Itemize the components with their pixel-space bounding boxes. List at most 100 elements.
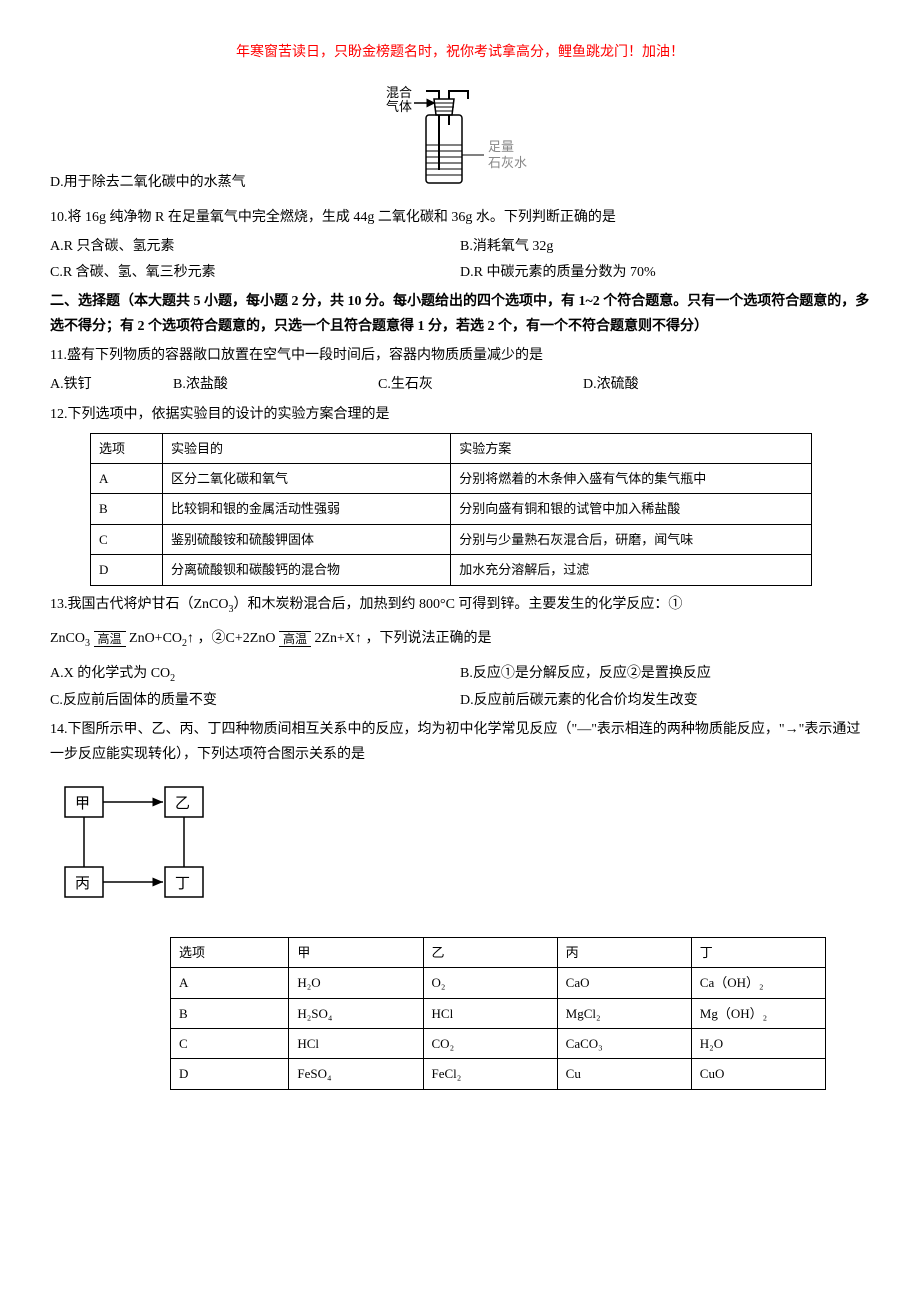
cell: CaCO₃: [557, 1028, 691, 1058]
q12-table: 选项 实验目的 实验方案 A 区分二氧化碳和氧气 分别将燃着的木条伸入盛有气体的…: [90, 433, 812, 586]
q14-table: 选项 甲 乙 丙 丁 A H₂O O₂ CaO Ca（OH）₂ B H₂SO₄ …: [170, 937, 826, 1090]
cell: 分别与少量熟石灰混合后，研磨，闻气味: [451, 524, 811, 554]
gas-washing-bottle-diagram: 混合 气体 足量 石灰水: [376, 85, 546, 195]
label-gas-top: 混合: [386, 85, 412, 100]
q13-mid: ）和木炭粉混合后，加热到约 800°C 可得到锌。主要发生的化学反应：①: [234, 597, 683, 612]
q13-opt-b: B.反应①是分解反应，反应②是置换反应: [460, 661, 870, 688]
cell: 区分二氧化碳和氧气: [163, 464, 451, 494]
q10-options-row1: A.R 只含碳、氢元素 B.消耗氧气 32g: [50, 234, 870, 259]
q11-options: A.铁钉 B.浓盐酸 C.生石灰 D.浓硫酸: [50, 372, 870, 397]
q10-options-row2: C.R 含碳、氢、氧三秒元素 D.R 中碳元素的质量分数为 70%: [50, 260, 870, 285]
cell: CaO: [557, 968, 691, 998]
cell: MgCl₂: [557, 998, 691, 1028]
label-gas-top2: 气体: [386, 99, 412, 114]
cell: 加水充分溶解后，过滤: [451, 555, 811, 585]
sub: 3: [85, 638, 90, 649]
cell: 分别向盛有铜和银的试管中加入稀盐酸: [451, 494, 811, 524]
q10-stem: 10.将 16g 纯净物 R 在足量氧气中完全燃烧，生成 44g 二氧化碳和 3…: [50, 205, 870, 230]
eq1-right: ZnO+CO: [129, 631, 182, 646]
q14-stem: 14.下图所示甲、乙、丙、丁四种物质间相互关系中的反应，均为初中化学常见反应（"…: [50, 717, 870, 767]
q10-opt-d: D.R 中碳元素的质量分数为 70%: [460, 260, 870, 285]
cell: B: [91, 494, 163, 524]
table-row: B 比较铜和银的金属活动性强弱 分别向盛有铜和银的试管中加入稀盐酸: [91, 494, 812, 524]
label-limewater-2: 石灰水: [488, 155, 527, 170]
motivational-header: 年寒窗苦读日，只盼金榜题名时，祝你考试拿高分，鲤鱼跳龙门！加油！: [50, 40, 870, 65]
cell: H₂O: [289, 968, 423, 998]
apparatus-row: D.用于除去二氧化碳中的水蒸气 混合 气体 足量 石灰水: [50, 85, 870, 195]
q11-opt-a: A.铁钉: [50, 372, 173, 397]
cell: 分别将燃着的木条伸入盛有气体的集气瓶中: [451, 464, 811, 494]
cell: A: [171, 968, 289, 998]
table-row: C 鉴别硫酸铵和硫酸钾固体 分别与少量熟石灰混合后，研磨，闻气味: [91, 524, 812, 554]
node-yi: 乙: [175, 796, 190, 812]
cell: H₂SO₄: [289, 998, 423, 1028]
table-row: B H₂SO₄ HCl MgCl₂ Mg（OH）₂: [171, 998, 826, 1028]
cell: D: [91, 555, 163, 585]
q10-opt-c: C.R 含碳、氢、氧三秒元素: [50, 260, 460, 285]
cell: FeSO₄: [289, 1059, 423, 1089]
th: 选项: [171, 937, 289, 967]
eq-sep: ，②C+2ZnO: [198, 631, 276, 646]
section-2-heading: 二、选择题（本大题共 5 小题，每小题 2 分，共 10 分。每小题给出的四个选…: [50, 289, 870, 339]
table-row: 选项 甲 乙 丙 丁: [171, 937, 826, 967]
q11-opt-c: C.生石灰: [378, 372, 583, 397]
cell: Cu: [557, 1059, 691, 1089]
cell: 分离硫酸钡和碳酸钙的混合物: [163, 555, 451, 585]
th-option: 选项: [91, 433, 163, 463]
q10-opt-b: B.消耗氧气 32g: [460, 234, 870, 259]
cell: 鉴别硫酸铵和硫酸钾固体: [163, 524, 451, 554]
q13-opt-c: C.反应前后固体的质量不变: [50, 688, 460, 713]
q13-stem: 13.我国古代将炉甘石（ZnCO3）和木炭粉混合后，加热到约 800°C 可得到…: [50, 592, 870, 619]
option-d-q9: D.用于除去二氧化碳中的水蒸气: [50, 170, 246, 195]
cell: D: [171, 1059, 289, 1089]
q14-flowchart: 甲 乙 丙 丁: [60, 782, 230, 912]
q10-opt-a: A.R 只含碳、氢元素: [50, 234, 460, 259]
cell: A: [91, 464, 163, 494]
th: 乙: [423, 937, 557, 967]
reaction-condition-2: 高温: [279, 631, 311, 647]
cell: Mg（OH）₂: [691, 998, 825, 1028]
cell: CuO: [691, 1059, 825, 1089]
cell: C: [171, 1028, 289, 1058]
table-row: A H₂O O₂ CaO Ca（OH）₂: [171, 968, 826, 998]
table-row: D 分离硫酸钡和碳酸钙的混合物 加水充分溶解后，过滤: [91, 555, 812, 585]
th: 丙: [557, 937, 691, 967]
th: 丁: [691, 937, 825, 967]
reaction-condition-1: 高温: [94, 631, 126, 647]
th-purpose: 实验目的: [163, 433, 451, 463]
cell: CO₂: [423, 1028, 557, 1058]
q13-options-row1: A.X 的化学式为 CO2 B.反应①是分解反应，反应②是置换反应: [50, 661, 870, 688]
q13-opt-a: A.X 的化学式为 CO2: [50, 661, 460, 688]
table-row: C HCl CO₂ CaCO₃ H₂O: [171, 1028, 826, 1058]
cell: O₂: [423, 968, 557, 998]
q13-options-row2: C.反应前后固体的质量不变 D.反应前后碳元素的化合价均发生改变: [50, 688, 870, 713]
q13-tail: ，下列说法正确的是: [366, 631, 492, 646]
th-plan: 实验方案: [451, 433, 811, 463]
cell: FeCl₂: [423, 1059, 557, 1089]
q13-opt-d: D.反应前后碳元素的化合价均发生改变: [460, 688, 870, 713]
table-row: A 区分二氧化碳和氧气 分别将燃着的木条伸入盛有气体的集气瓶中: [91, 464, 812, 494]
table-row: D FeSO₄ FeCl₂ Cu CuO: [171, 1059, 826, 1089]
q13-equations: ZnCO3 高温 ZnO+CO2↑ ，②C+2ZnO 高温 2Zn+X↑ ，下列…: [50, 626, 870, 653]
cell: Ca（OH）₂: [691, 968, 825, 998]
q12-stem: 12.下列选项中，依据实验目的设计的实验方案合理的是: [50, 402, 870, 427]
cell: B: [171, 998, 289, 1028]
table-row: 选项 实验目的 实验方案: [91, 433, 812, 463]
node-ding: 丁: [175, 876, 190, 892]
cell: HCl: [289, 1028, 423, 1058]
q11-opt-b: B.浓盐酸: [173, 372, 378, 397]
node-bing: 丙: [75, 876, 90, 892]
eq1-left: ZnCO: [50, 631, 85, 646]
q11-stem: 11.盛有下列物质的容器敞口放置在空气中一段时间后，容器内物质质量减少的是: [50, 343, 870, 368]
th: 甲: [289, 937, 423, 967]
label-limewater-1: 足量: [488, 139, 514, 154]
q13-pre: 13.我国古代将炉甘石（ZnCO: [50, 597, 229, 612]
cell: H₂O: [691, 1028, 825, 1058]
node-jia: 甲: [75, 796, 90, 812]
q11-opt-d: D.浓硫酸: [583, 372, 788, 397]
cell: HCl: [423, 998, 557, 1028]
arrow-up: ↑: [187, 631, 194, 646]
cell: 比较铜和银的金属活动性强弱: [163, 494, 451, 524]
eq2-right: 2Zn+X↑: [314, 631, 362, 646]
cell: C: [91, 524, 163, 554]
